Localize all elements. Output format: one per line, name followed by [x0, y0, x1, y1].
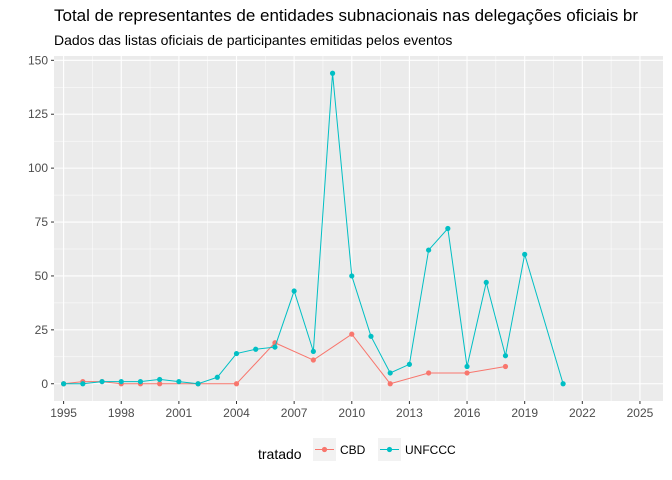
data-point-cbd [233, 381, 240, 387]
data-point-unfccc [426, 247, 432, 253]
x-tick-label: 2004 [223, 406, 250, 420]
x-tick-label: 2016 [454, 406, 481, 420]
data-point-cbd [349, 331, 355, 337]
data-point-unfccc [137, 378, 144, 385]
data-point-unfccc [118, 378, 124, 385]
data-point-cbd [157, 381, 163, 387]
legend-label-cbd: CBD [340, 443, 366, 457]
y-tick-label: 100 [28, 161, 48, 175]
grid-lines [54, 56, 663, 401]
legend-point-cbd [321, 446, 328, 453]
x-tick-label: 1995 [50, 406, 77, 420]
data-point-cbd [502, 363, 509, 370]
data-point-unfccc [522, 251, 528, 257]
x-tick-label: 2007 [281, 406, 308, 420]
y-tick-label: 50 [35, 269, 49, 283]
plot-panel [54, 56, 663, 401]
legend-point-unfccc [386, 446, 393, 453]
data-point-unfccc [80, 381, 86, 387]
data-point-unfccc [176, 378, 182, 385]
data-point-unfccc [157, 376, 163, 383]
data-point-cbd [426, 370, 432, 376]
data-point-unfccc [445, 225, 451, 232]
data-point-unfccc [406, 361, 413, 367]
y-tick-label: 150 [28, 53, 48, 67]
legend-title: tratado [258, 446, 302, 462]
data-point-unfccc [195, 381, 201, 387]
chart-subtitle: Dados das listas oficiais de participant… [54, 32, 453, 48]
y-tick-label: 0 [41, 377, 48, 391]
data-point-unfccc [233, 350, 240, 357]
data-point-unfccc [253, 346, 259, 352]
x-tick-label: 2013 [396, 406, 423, 420]
data-point-unfccc [560, 381, 566, 387]
y-tick-label: 25 [35, 323, 49, 337]
data-point-unfccc [387, 370, 393, 376]
data-series [61, 70, 566, 387]
panel-background [54, 56, 663, 401]
x-tick-label: 2022 [569, 406, 596, 420]
data-point-unfccc [464, 363, 470, 370]
data-point-cbd [464, 370, 470, 376]
x-tick-label: 2025 [627, 406, 654, 420]
data-point-unfccc [368, 333, 374, 339]
data-point-unfccc [483, 279, 489, 286]
data-point-unfccc [502, 353, 509, 359]
y-tick-label: 125 [28, 107, 48, 121]
data-point-unfccc [272, 344, 278, 350]
x-tick-label: 2001 [166, 406, 193, 420]
data-point-unfccc [291, 288, 297, 294]
data-point-cbd [310, 357, 316, 363]
x-tick-label: 2019 [511, 406, 538, 420]
data-point-unfccc [99, 378, 105, 385]
data-point-unfccc [310, 348, 316, 355]
chart-title: Total de representantes de entidades sub… [54, 6, 639, 25]
data-point-unfccc [61, 381, 67, 387]
legend: tratado CBD UNFCCC [258, 438, 456, 462]
data-point-cbd [387, 381, 393, 387]
x-tick-label: 1998 [108, 406, 135, 420]
y-tick-label: 75 [35, 215, 49, 229]
data-point-unfccc [214, 374, 220, 380]
data-point-unfccc [329, 70, 336, 76]
axis-ticks: 0 25 50 75 100 125 150 1995 1998 2001 2004 2007 2010… [28, 53, 654, 420]
legend-label-unfccc: UNFCCC [405, 443, 456, 457]
data-point-unfccc [349, 273, 355, 279]
series-line-unfccc [63, 73, 564, 385]
x-tick-label: 2010 [338, 406, 365, 420]
